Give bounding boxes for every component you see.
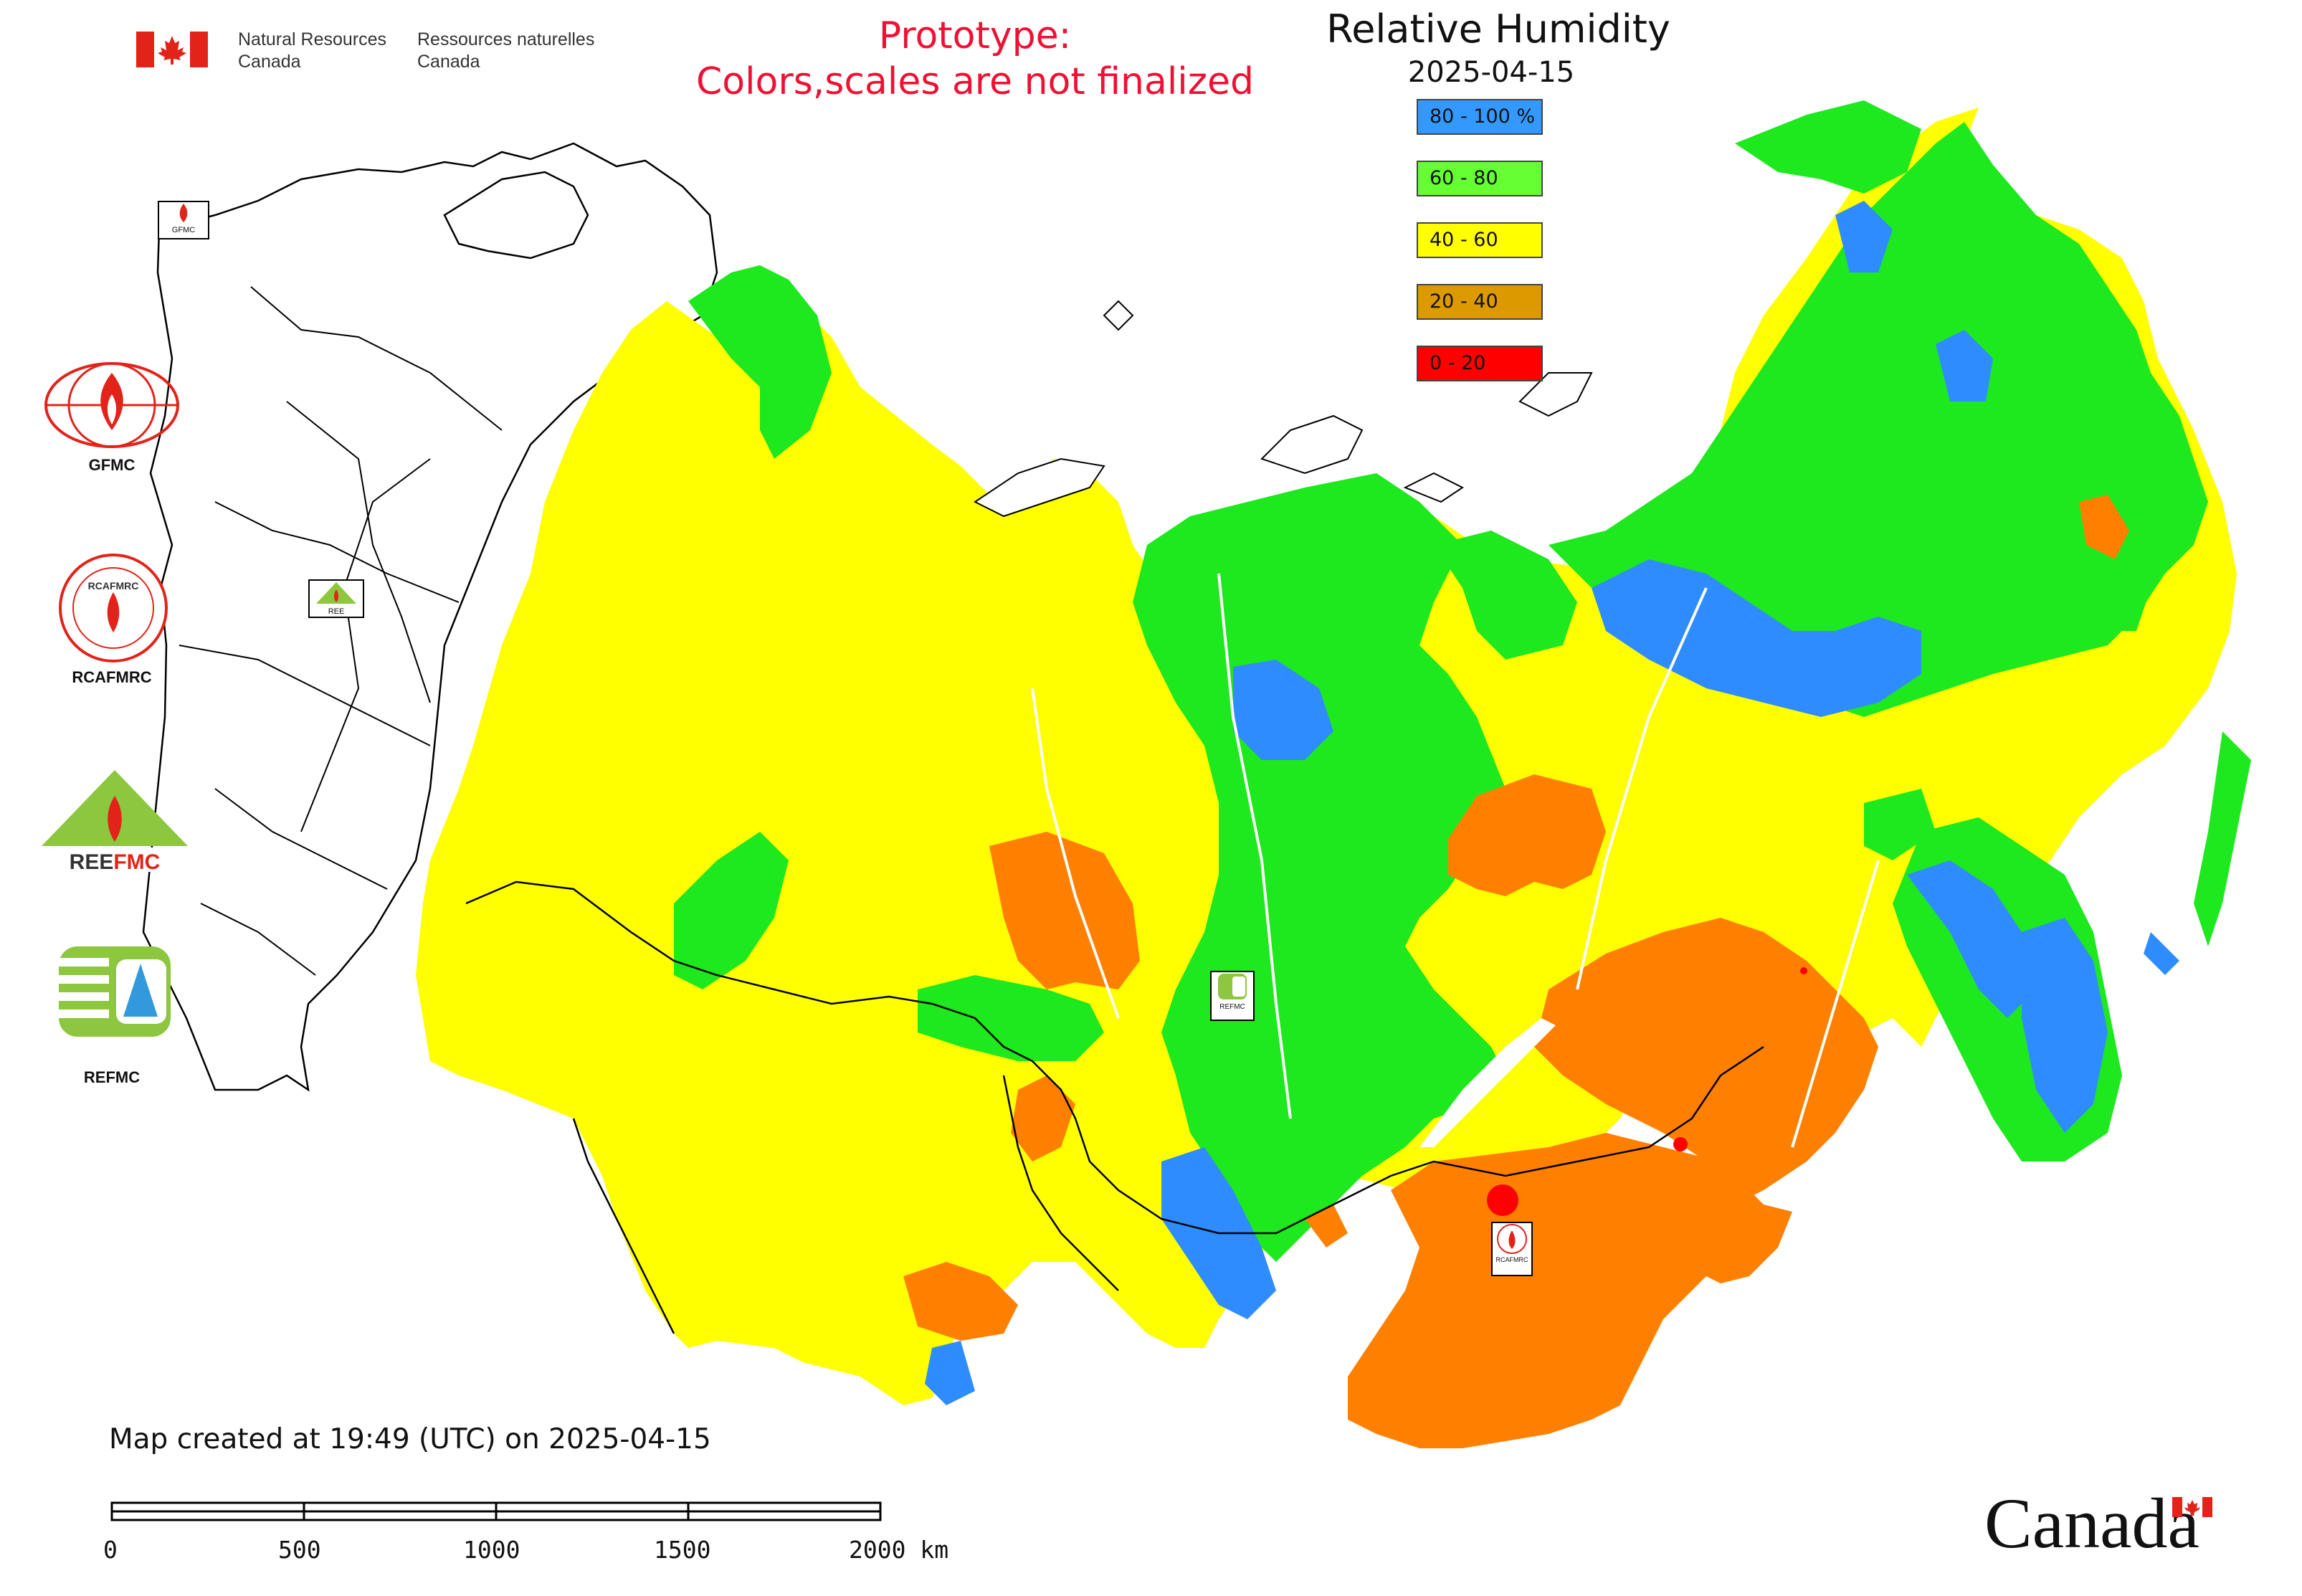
canada-flag-icon [136,32,208,67]
rcafmrc-logo-icon: RCAFMRC [59,554,168,662]
refmc-badge-icon [1218,974,1247,999]
legend-label: 20 - 40 [1430,290,1498,313]
reefmc-badge-label: REE [328,607,345,616]
map-title: Relative Humidity [1326,6,1670,52]
reefmc-badge-icon [316,582,356,604]
agency-fr-line1: Ressources naturelles [417,29,595,49]
refmc-caption: REFMC [83,1068,141,1086]
legend-label: 0 - 20 [1430,352,1486,374]
refmc-badge-label: REFMC [1219,1003,1245,1011]
rcafmrc-caption: RCAFMRC [72,668,152,686]
arctic-islands [974,300,1593,518]
scale-tick-1500: 1500 [654,1536,711,1564]
country-borders [465,880,1764,1334]
legend-item-60-80: 60 - 80 [1417,161,1543,196]
region-dry [903,495,2129,1448]
reefmc-badge: REE [308,579,364,618]
agency-en-line2: Canada [238,52,301,72]
rcafmrc-badge: RCAFMRC [1491,1222,1533,1276]
gfmc-badge: GFMC [158,201,209,239]
scale-tick-1000: 1000 [463,1536,520,1564]
agency-name-english: Natural Resources Canada [238,29,386,73]
prototype-line1: Prototype: [878,14,1072,57]
refmc-badge: REFMC [1210,971,1255,1021]
water-features [1419,1018,1556,1147]
scale-bar [110,1501,882,1521]
agency-name-french: Ressources naturelles Canada [417,29,594,73]
rivers [1031,573,1880,1148]
internal-borders [179,286,503,976]
legend-item-20-40: 20 - 40 [1417,284,1543,320]
legend-label: 80 - 100 % [1430,105,1536,128]
rcafmrc-badge-icon [1497,1224,1527,1254]
wordmark-flag-icon [2172,1497,2212,1517]
refmc-logo-icon [59,946,171,1037]
scale-tick-2000: 2000 km [849,1536,949,1564]
prototype-notice: Prototype: Colors,scales are not finaliz… [617,13,1333,105]
svg-text:REEFMC: REEFMC [70,850,161,874]
canada-wordmark: Canada [1984,1483,2199,1563]
legend-label: 40 - 60 [1430,229,1498,251]
region-very-dry [1487,967,1807,1216]
reefmc-logo-icon: REEFMC [40,770,189,874]
legend-label: 60 - 80 [1430,167,1498,189]
map-created-note: Map created at 19:49 (UTC) on 2025-04-15 [109,1423,711,1455]
region-moist [674,100,2251,1262]
scale-tick-0: 0 [103,1536,118,1564]
gfmc-caption: GFMC [88,456,135,474]
rcafmrc-badge-label: RCAFMRC [1495,1256,1528,1263]
legend-item-80-100: 80 - 100 % [1417,99,1543,135]
svg-text:RCAFMRC: RCAFMRC [88,580,139,592]
gfmc-badge-icon [179,204,188,222]
gfmc-badge-label: GFMC [171,226,196,234]
prototype-line2: Colors,scales are not finalized [695,60,1255,103]
scale-tick-500: 500 [278,1536,321,1564]
gfmc-logo-icon [44,362,179,448]
western-countries-outline [142,142,718,1092]
map-date: 2025-04-15 [1407,56,1575,89]
legend-item-40-60: 40 - 60 [1417,222,1543,258]
legend-item-0-20: 0 - 20 [1417,346,1543,381]
agency-en-line1: Natural Resources [238,29,387,49]
agency-fr-line2: Canada [417,52,480,72]
